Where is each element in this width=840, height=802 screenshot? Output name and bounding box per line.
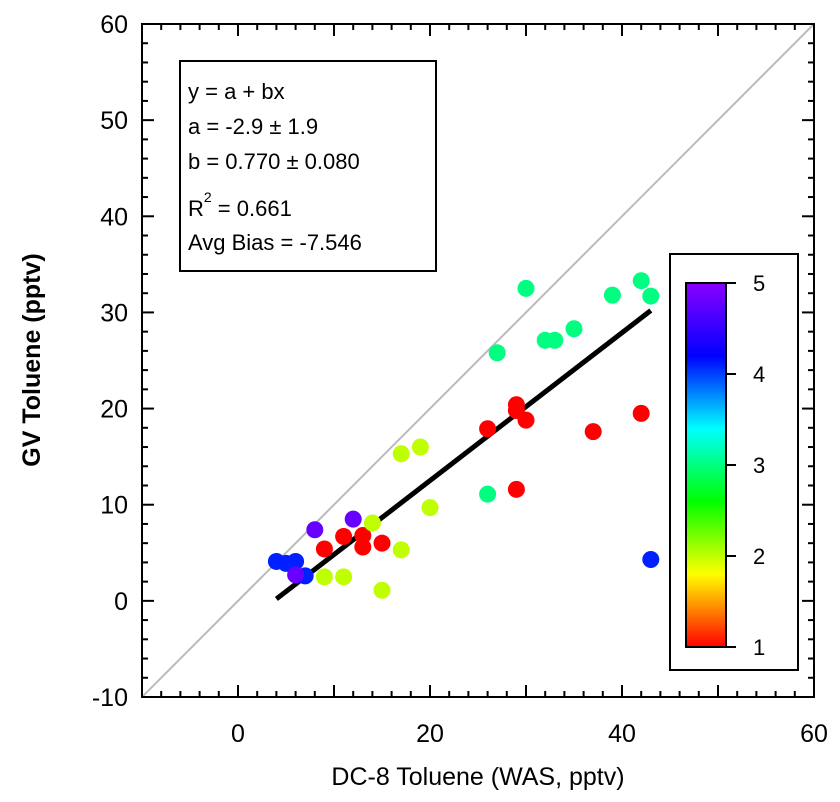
y-tick-label: 30 — [100, 299, 128, 327]
colorbar-tick-label: 4 — [753, 362, 765, 387]
x-tick-label: 60 — [800, 720, 828, 748]
one-to-one-line — [142, 24, 814, 697]
stats-box: y = a + bx a = -2.9 ± 1.9 b = 0.770 ± 0.… — [179, 60, 437, 272]
data-point — [335, 568, 353, 586]
colorbar-tick-label: 5 — [753, 271, 765, 296]
reference-line-layer — [142, 24, 814, 697]
data-point — [517, 411, 535, 429]
data-point — [546, 331, 564, 349]
data-point — [373, 534, 391, 552]
data-point — [421, 499, 439, 517]
x-tick-label: 20 — [416, 720, 444, 748]
data-point — [287, 552, 305, 570]
data-point — [517, 279, 535, 297]
stats-box-frame — [179, 60, 437, 272]
regression-line — [274, 308, 653, 601]
stats-r-value: = 0.661 — [212, 196, 292, 221]
y-tick-label: 20 — [100, 396, 128, 424]
points-layer — [267, 272, 660, 599]
data-point — [488, 344, 506, 362]
data-point — [479, 420, 497, 438]
data-point — [584, 423, 602, 441]
plot-frame — [141, 23, 815, 698]
x-tick-label: 0 — [231, 720, 245, 748]
stats-intercept: a = -2.9 ± 1.9 — [188, 114, 318, 139]
data-point — [287, 566, 305, 584]
y-tick-label: 60 — [100, 11, 128, 39]
y-axis-label: GV Toluene (pptv) — [18, 253, 46, 466]
data-point — [411, 438, 429, 456]
data-point — [354, 538, 372, 556]
data-point — [565, 320, 583, 338]
x-axis-label: DC-8 Toluene (WAS, pptv) — [331, 763, 624, 791]
y-tick-label: 40 — [100, 203, 128, 231]
data-point — [373, 581, 391, 599]
fit-line-layer — [274, 308, 653, 601]
y-tick-label: 50 — [100, 107, 128, 135]
data-point — [392, 445, 410, 463]
y-tick-label: 10 — [100, 492, 128, 520]
data-point — [642, 551, 660, 569]
colorbar-tick-label: 1 — [753, 635, 765, 660]
stats-r-label: R — [188, 196, 204, 221]
data-point — [632, 404, 650, 422]
data-point — [632, 272, 650, 290]
stats-avg-bias: Avg Bias = -7.546 — [188, 230, 362, 255]
colorbar-gradient — [685, 282, 727, 648]
data-point — [507, 480, 525, 498]
y-tick-labels: -10 0 10 20 30 40 50 60 — [92, 11, 128, 712]
data-point — [363, 514, 381, 532]
y-tick-label: 0 — [114, 588, 128, 616]
data-point — [306, 521, 324, 539]
data-point — [344, 510, 362, 528]
stats-r-superscript: 2 — [204, 189, 212, 205]
colorbar-tick-label: 3 — [753, 453, 765, 478]
data-point — [479, 485, 497, 503]
data-point — [335, 527, 353, 545]
data-point — [315, 568, 333, 586]
axis-ticks — [141, 23, 815, 698]
stats-equation: y = a + bx — [188, 79, 285, 104]
colorbar-ticks: 1 2 3 4 5 — [726, 271, 765, 660]
data-point — [392, 541, 410, 559]
x-tick-label: 40 — [608, 720, 636, 748]
x-tick-labels: 0 20 40 60 — [231, 720, 828, 748]
data-point — [642, 287, 660, 305]
data-point — [315, 540, 333, 558]
stats-r-squared: R2 = 0.661 — [188, 189, 292, 221]
colorbar-tick-label: 2 — [753, 544, 765, 569]
y-tick-label: -10 — [92, 684, 128, 712]
colorbar-legend: 1 2 3 4 5 — [669, 253, 799, 671]
stats-slope: b = 0.770 ± 0.080 — [188, 149, 360, 174]
data-point — [603, 286, 621, 304]
